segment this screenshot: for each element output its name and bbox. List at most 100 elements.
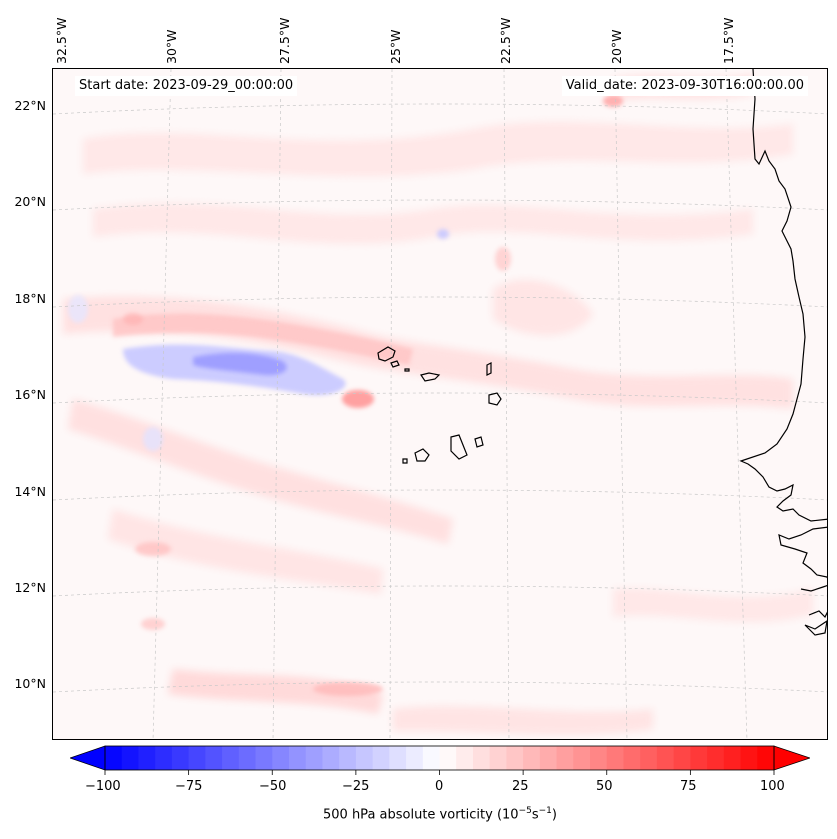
colorbar-tick-label: 25	[512, 779, 529, 794]
vorticity-positive-band	[68, 399, 453, 544]
vorticity-features	[68, 95, 623, 696]
africa-coastline	[739, 69, 827, 522]
colorbar-swatch	[573, 746, 591, 770]
vorticity-positive-band	[613, 588, 813, 622]
colorbar-swatch	[623, 746, 641, 770]
colorbar-swatch	[757, 746, 775, 770]
colorbar-swatch	[355, 746, 374, 770]
vorticity-positive-spot	[495, 247, 511, 271]
colorbar-swatch	[339, 746, 357, 770]
colorbar-swatch	[673, 746, 691, 770]
colorbar-extend-max	[773, 745, 810, 771]
colorbar-swatch	[590, 746, 608, 770]
lat-label-14n: 14°N	[14, 484, 46, 499]
vorticity-positive-spot	[123, 313, 143, 325]
lat-label-12n: 12°N	[14, 580, 46, 595]
lon-label-32-5w: 32.5°W	[54, 17, 69, 64]
lat-label-10n: 10°N	[14, 676, 46, 691]
colorbar-swatch	[155, 746, 173, 770]
colorbar-swatch	[707, 746, 725, 770]
colorbar-swatch	[740, 746, 758, 770]
colorbar-swatch	[439, 746, 457, 770]
parallel-18n	[53, 296, 827, 308]
colorbar-swatch	[255, 746, 273, 770]
lon-label-17-5w: 17.5°W	[721, 17, 736, 64]
colorbar-swatch	[272, 746, 290, 770]
lat-label-22n: 22°N	[14, 98, 46, 113]
cape-verde-maio	[474, 436, 484, 448]
colorbar-swatch	[121, 746, 139, 770]
vorticity-map[interactable]	[52, 68, 828, 740]
vorticity-positive-band	[83, 121, 793, 177]
meridian-22-5w	[503, 69, 510, 739]
colorbar-swatch	[406, 746, 424, 770]
colorbar-tick-label: 100	[760, 779, 785, 794]
colorbar-swatch	[238, 746, 257, 770]
meridian-25w	[389, 69, 393, 739]
vorticity-positive-band	[168, 669, 383, 714]
colorbar-swatch	[138, 746, 156, 770]
vorticity-positive-streak	[113, 313, 413, 365]
lon-label-20w: 20°W	[609, 29, 624, 64]
colorbar-tick-label: −50	[259, 779, 287, 794]
colorbar-swatch	[222, 746, 240, 770]
colorbar-tick-label: 75	[680, 779, 697, 794]
vorticity-positive-band	[108, 509, 383, 594]
lat-label-18n: 18°N	[14, 291, 46, 306]
graticule	[53, 69, 827, 739]
colorbar-tick-label: −25	[342, 779, 370, 794]
colorbar-extend-min	[70, 745, 106, 771]
colorbar-swatch	[690, 746, 708, 770]
map-canvas	[53, 69, 827, 739]
cape-verde-santo-antao	[377, 346, 396, 362]
africa-coastline	[800, 585, 827, 592]
colorbar-swatch	[539, 746, 558, 770]
vorticity-field	[63, 74, 813, 735]
colorbar-swatch	[606, 746, 624, 770]
colorbar-swatch	[556, 746, 574, 770]
colorbar-swatch	[105, 746, 123, 770]
vorticity-positive-spot	[141, 618, 165, 630]
africa-coastline	[808, 610, 827, 619]
cape-verde-sao-vicente	[390, 360, 400, 368]
lon-label-25w: 25°W	[388, 29, 403, 64]
africa-coastline	[778, 526, 827, 579]
colorbar-tick-label: −75	[175, 779, 203, 794]
colorbar-swatch	[188, 746, 206, 770]
lon-label-22-5w: 22.5°W	[498, 17, 513, 64]
colorbar-swatch	[472, 746, 491, 770]
parallel-12n	[53, 585, 827, 597]
cape-verde-sal	[486, 362, 492, 376]
vorticity-positive-spot	[603, 95, 623, 107]
cape-verde-santa-luzia	[404, 368, 410, 372]
colorbar-swatches	[105, 746, 775, 770]
colorbar-label: 500 hPa absolute vorticity (10−5s−1)	[323, 806, 557, 823]
meridian-27-5w	[272, 69, 282, 739]
colorbar-swatch	[372, 746, 390, 770]
lon-label-27-5w: 27.5°W	[277, 17, 292, 64]
cape-verde-brava	[402, 458, 408, 464]
colorbar-swatch	[506, 746, 524, 770]
colorbar	[70, 745, 810, 775]
parallel-22n	[53, 103, 827, 115]
cape-verde-boa-vista	[488, 392, 502, 406]
lat-label-16n: 16°N	[14, 387, 46, 402]
parallel-20n	[53, 199, 827, 211]
colorbar-swatch	[288, 746, 307, 770]
colorbar-tick-label: 0	[435, 779, 444, 794]
cape-verde-sao-nicolau	[420, 372, 441, 382]
colorbar-swatch	[656, 746, 675, 770]
colorbar-swatch	[640, 746, 658, 770]
vorticity-positive-spot	[135, 542, 171, 556]
colorbar-swatch	[205, 746, 223, 770]
vorticity-positive-spot	[313, 682, 383, 696]
vorticity-positive-band	[493, 279, 593, 336]
parallel-14n	[53, 489, 827, 501]
meridian-30w	[152, 69, 172, 739]
colorbar-swatch	[489, 746, 507, 770]
colorbar-swatch	[389, 746, 407, 770]
meridian-17-5w	[725, 69, 748, 739]
vorticity-negative-core	[193, 352, 287, 376]
colorbar-swatch	[523, 746, 541, 770]
colorbar-tick-label: −100	[85, 779, 121, 794]
